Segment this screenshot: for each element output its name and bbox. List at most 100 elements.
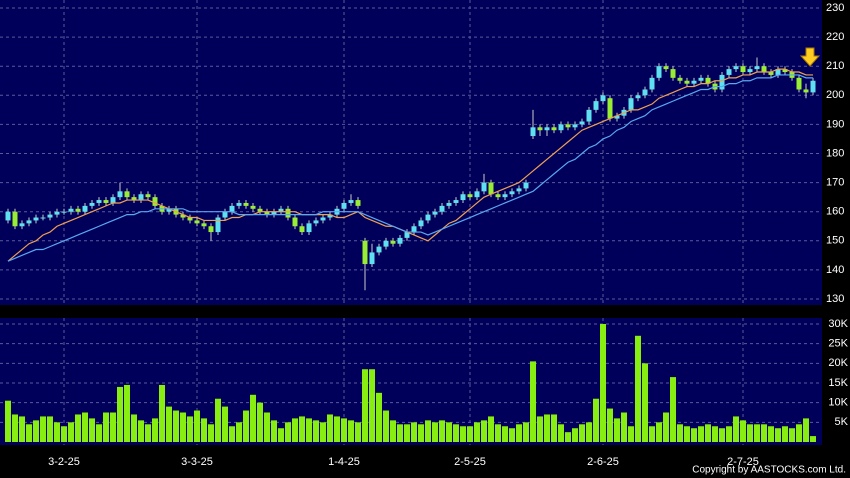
volume-bar xyxy=(733,416,739,442)
candle-body xyxy=(635,95,641,99)
volume-bar xyxy=(712,426,718,442)
y-tick-label: 150 xyxy=(826,235,844,247)
candle-body xyxy=(390,240,396,244)
candle-body xyxy=(705,77,711,84)
candle-body xyxy=(719,74,725,90)
volume-bar xyxy=(467,426,473,442)
y-tick-label: 220 xyxy=(826,31,844,43)
volume-bar xyxy=(327,414,333,442)
volume-bar xyxy=(670,377,676,442)
volume-bar xyxy=(719,428,725,442)
volume-bar xyxy=(33,420,39,442)
volume-bar xyxy=(411,422,417,442)
volume-bar xyxy=(677,424,683,442)
candle-body xyxy=(138,194,144,201)
volume-bar xyxy=(96,424,102,442)
candle-body xyxy=(698,77,704,81)
volume-bar xyxy=(530,361,536,442)
volume-bar xyxy=(19,416,25,442)
candle-body xyxy=(103,200,109,203)
volume-bar xyxy=(754,424,760,442)
volume-bar xyxy=(453,424,459,442)
volume-bar xyxy=(124,384,130,442)
candle-body xyxy=(551,127,557,131)
arrow-icon xyxy=(799,47,821,67)
y-tick-label: 140 xyxy=(826,264,844,276)
volume-bar xyxy=(131,414,137,442)
volume-bar xyxy=(425,420,431,442)
candle-body xyxy=(292,217,298,227)
volume-bar xyxy=(635,335,641,442)
candle-body xyxy=(768,72,774,75)
x-tick-label: 2-6-25 xyxy=(587,456,619,468)
volume-bar xyxy=(551,414,557,442)
candle-body xyxy=(257,208,263,212)
candle-body xyxy=(754,66,760,70)
volume-bar xyxy=(796,424,802,442)
volume-bar xyxy=(348,420,354,442)
volume-bar xyxy=(628,426,634,442)
volume-bar xyxy=(222,406,228,442)
candle-body xyxy=(495,194,501,198)
candle-body xyxy=(145,194,151,198)
candle-body xyxy=(229,205,235,212)
candle-body xyxy=(187,217,193,221)
candle-body xyxy=(740,66,746,73)
volume-bar xyxy=(166,406,172,442)
volume-bar xyxy=(187,416,193,442)
volume-bar xyxy=(334,416,340,442)
x-tick-label: 2-5-25 xyxy=(454,456,486,468)
volume-bar xyxy=(201,418,207,442)
y-tick-label: 210 xyxy=(826,60,844,72)
volume-tick-label: 20K xyxy=(828,357,848,369)
candle-body xyxy=(691,80,697,84)
copyright: Copyright by AASTOCKS.com Ltd. xyxy=(692,465,846,476)
volume-bar xyxy=(341,418,347,442)
candle-body xyxy=(278,208,284,212)
volume-bar xyxy=(663,412,669,442)
candle-body xyxy=(215,217,221,233)
candle-body xyxy=(152,197,158,206)
volume-bar xyxy=(278,428,284,442)
candle-body xyxy=(236,202,242,206)
volume-bar xyxy=(152,418,158,442)
candle-body xyxy=(467,194,473,198)
candle-body xyxy=(481,182,487,192)
candle-body xyxy=(733,66,739,70)
candle-body xyxy=(89,202,95,206)
candle-body xyxy=(558,124,564,131)
volume-bar xyxy=(82,412,88,442)
volume-bar xyxy=(691,428,697,442)
candle-body xyxy=(299,226,305,233)
volume-bar xyxy=(229,426,235,442)
candle-body xyxy=(530,127,536,137)
volume-bar xyxy=(418,424,424,442)
volume-bar xyxy=(173,410,179,442)
volume-bar xyxy=(537,416,543,442)
x-tick-label: 2-7-25 xyxy=(727,456,759,468)
volume-bar xyxy=(705,424,711,442)
volume-bar xyxy=(117,386,123,442)
candle-body xyxy=(110,197,116,203)
volume-bar xyxy=(397,424,403,442)
moving-average xyxy=(7,68,813,262)
candle-body xyxy=(383,240,389,247)
volume-bar xyxy=(75,414,81,442)
candle-body xyxy=(327,214,333,218)
candle-body xyxy=(348,200,354,203)
candle-body xyxy=(376,246,382,253)
volume-bar xyxy=(145,424,151,442)
volume-bar xyxy=(607,408,613,442)
candle-body xyxy=(5,211,11,221)
volume-bar xyxy=(593,398,599,442)
volume-bar xyxy=(775,428,781,442)
candle-body xyxy=(131,197,137,201)
candle-body xyxy=(565,124,571,128)
candle-body xyxy=(474,191,480,198)
candle-body xyxy=(40,217,46,219)
y-tick-label: 170 xyxy=(826,177,844,189)
volume-bar xyxy=(523,422,529,442)
candle-body xyxy=(12,211,18,227)
volume-tick-label: 15K xyxy=(828,377,848,389)
